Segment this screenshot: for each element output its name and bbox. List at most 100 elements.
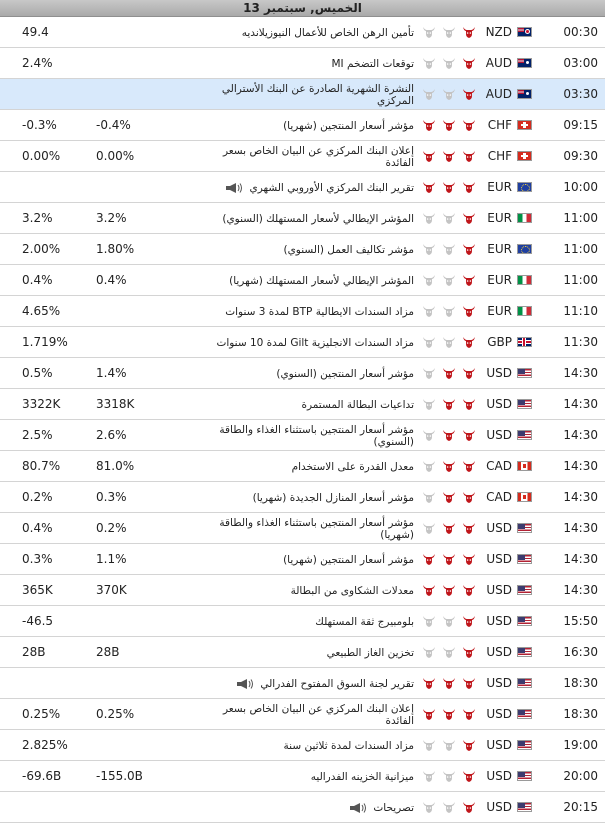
bull-icon xyxy=(422,25,436,39)
event-time: 18:30 xyxy=(563,676,598,690)
previous-value: 0.00% xyxy=(96,149,135,163)
event-name-text: مؤشر أسعار المنتجين باستثناء الغذاء والط… xyxy=(219,516,414,541)
usd-flag-icon xyxy=(517,802,532,812)
actual-value: 365K xyxy=(22,583,53,597)
table-row[interactable]: 11:30 GBP مزاد السندات الانجليزية Gilt لمد… xyxy=(0,327,605,358)
bull-icon xyxy=(442,335,456,349)
currency-code: USD xyxy=(486,614,512,628)
bull-icon xyxy=(442,707,456,721)
bull-icon xyxy=(442,490,456,504)
event-time: 03:30 xyxy=(563,87,598,101)
impact-indicator xyxy=(420,490,476,504)
event-name[interactable]: تقرير البنك المركزي الأوروبي الشهري xyxy=(200,172,414,203)
event-name[interactable]: تصريحات xyxy=(200,792,414,823)
event-name[interactable]: المؤشر الإيطالي لأسعار المستهلك (شهريا) xyxy=(200,265,414,296)
speech-icon xyxy=(236,678,254,690)
impact-indicator xyxy=(420,87,476,101)
table-row[interactable]: 14:30 USD مؤشر أسعار المنتجين (شهريا) 1.1% 0… xyxy=(0,544,605,575)
impact-indicator xyxy=(420,149,476,163)
bull-icon xyxy=(422,707,436,721)
bull-icon xyxy=(462,521,476,535)
table-row[interactable]: 11:00 EUR المؤشر الإيطالي لأسعار المستهلك … xyxy=(0,203,605,234)
event-name[interactable]: تأمين الرهن الخاص للأعمال النيوزيلانديه xyxy=(200,17,414,48)
table-row[interactable]: 10:00 EUR تقرير البنك المركزي الأوروبي الش… xyxy=(0,172,605,203)
previous-value xyxy=(96,296,186,327)
event-name[interactable]: مؤشر أسعار المنتجين باستثناء الغذاء والط… xyxy=(200,420,414,451)
actual-value xyxy=(22,172,96,203)
table-row[interactable]: 15:50 USD بلومبيرج ثقة المستهلك -46.5 xyxy=(0,606,605,637)
event-name-text: تصريحات xyxy=(373,801,414,814)
event-name[interactable]: بلومبيرج ثقة المستهلك xyxy=(200,606,414,637)
ita-flag-icon xyxy=(517,306,532,316)
currency-code: GBP xyxy=(487,335,512,349)
event-name-text: توقعات التضخم MI xyxy=(331,57,414,70)
event-name[interactable]: معدل القدرة على الاستخدام xyxy=(200,451,414,482)
event-time: 19:00 xyxy=(563,738,598,752)
table-row[interactable]: 09:30 CHF إعلان البنك المركزي عن البيان ال… xyxy=(0,141,605,172)
usd-flag-icon xyxy=(517,771,532,781)
event-time: 11:00 xyxy=(563,242,598,256)
table-row[interactable]: 14:30 USD مؤشر أسعار المنتجين باستثناء الغ… xyxy=(0,420,605,451)
table-row[interactable]: 16:30 USD تخزين الغاز الطبيعي 28B 28B xyxy=(0,637,605,668)
previous-value: 3.2% xyxy=(96,211,127,225)
event-time: 11:30 xyxy=(563,335,598,349)
event-name[interactable]: إعلان البنك المركزي عن البيان الخاص بسعر… xyxy=(200,141,414,172)
table-row[interactable]: 03:30 AUD النشرة الشهرية الصادرة عن البنك … xyxy=(0,79,605,110)
event-name[interactable]: مزاد السندات الايطالية BTP لمدة 3 سنوات xyxy=(200,296,414,327)
table-row[interactable]: 14:30 CAD معدل القدرة على الاستخدام 81.0% 80… xyxy=(0,451,605,482)
usd-flag-icon xyxy=(517,399,532,409)
table-row[interactable]: 18:30 USD إعلان البنك المركزي عن البيان ال… xyxy=(0,699,605,730)
event-name[interactable]: مؤشر أسعار المنتجين (شهريا) xyxy=(200,110,414,141)
event-name[interactable]: ميزانية الخزينه الفدراليه xyxy=(200,761,414,792)
event-name[interactable]: إعلان البنك المركزي عن البيان الخاص بسعر… xyxy=(200,699,414,730)
table-row[interactable]: 00:30 NZD تأمين الرهن الخاص للأعمال النيوز… xyxy=(0,17,605,48)
event-name[interactable]: مؤشر أسعار المنتجين (شهريا) xyxy=(200,544,414,575)
table-row[interactable]: 20:15 USD تصريحات xyxy=(0,792,605,823)
event-name[interactable]: مؤشر تكاليف العمل (السنوي) xyxy=(200,234,414,265)
table-row[interactable]: 14:30 USD تداعيات البطالة المستمرة 3318K 332… xyxy=(0,389,605,420)
table-row[interactable]: 09:15 CHF مؤشر أسعار المنتجين (شهريا) -0.4%… xyxy=(0,110,605,141)
chf-flag-icon xyxy=(517,120,532,130)
event-name-text: تداعيات البطالة المستمرة xyxy=(301,398,414,411)
event-name[interactable]: المؤشر الإيطالي لأسعار المستهلك (السنوي) xyxy=(200,203,414,234)
table-row[interactable]: 14:30 USD مؤشر أسعار المنتجين باستثناء الغ… xyxy=(0,513,605,544)
table-row[interactable]: 19:00 USD مزاد السندات لمدة ثلاثين سنة 2.82… xyxy=(0,730,605,761)
event-name[interactable]: تداعيات البطالة المستمرة xyxy=(200,389,414,420)
event-time: 14:30 xyxy=(563,459,598,473)
table-row[interactable]: 14:30 CAD مؤشر أسعار المنازل الجديدة (شهري… xyxy=(0,482,605,513)
event-name[interactable]: مزاد السندات لمدة ثلاثين سنة xyxy=(200,730,414,761)
currency-code: EUR xyxy=(487,242,512,256)
event-name-text: إعلان البنك المركزي عن البيان الخاص بسعر… xyxy=(222,144,414,169)
table-row[interactable]: 14:30 USD مؤشر أسعار المنتجين (السنوي) 1.4%… xyxy=(0,358,605,389)
actual-value: 2.825% xyxy=(22,738,68,752)
event-name[interactable]: مؤشر أسعار المنتجين (السنوي) xyxy=(200,358,414,389)
actual-value: 3.2% xyxy=(22,211,53,225)
usd-flag-icon xyxy=(517,740,532,750)
event-name[interactable]: مؤشر أسعار المنازل الجديدة (شهريا) xyxy=(200,482,414,513)
previous-value: 2.6% xyxy=(96,428,127,442)
table-row[interactable]: 14:30 USD معدلات الشكاوى من البطالة 370K 365… xyxy=(0,575,605,606)
event-time: 15:50 xyxy=(563,614,598,628)
event-name-text: تأمين الرهن الخاص للأعمال النيوزيلانديه xyxy=(241,26,414,39)
event-name[interactable]: تقرير لجنة السوق المفتوح الفدرالي xyxy=(200,668,414,699)
event-name[interactable]: النشرة الشهرية الصادرة عن البنك الأسترال… xyxy=(200,79,414,110)
table-row[interactable]: 11:10 EUR مزاد السندات الايطالية BTP لمدة … xyxy=(0,296,605,327)
event-name-text: تقرير لجنة السوق المفتوح الفدرالي xyxy=(260,677,414,690)
table-row[interactable]: 11:00 EUR المؤشر الإيطالي لأسعار المستهلك … xyxy=(0,265,605,296)
event-name[interactable]: تخزين الغاز الطبيعي xyxy=(200,637,414,668)
previous-value xyxy=(96,668,186,699)
currency-code: CAD xyxy=(486,490,512,504)
table-row[interactable]: 20:00 USD ميزانية الخزينه الفدراليه -155.0B… xyxy=(0,761,605,792)
table-row[interactable]: 03:00 AUD توقعات التضخم MI 2.4% xyxy=(0,48,605,79)
event-name[interactable]: مزاد السندات الانجليزية Gilt لمدة 10 سنو… xyxy=(200,327,414,358)
bull-icon xyxy=(442,273,456,287)
table-row[interactable]: 11:00 EUR مؤشر تكاليف العمل (السنوي) 1.80% 2… xyxy=(0,234,605,265)
table-row[interactable]: 18:30 USD تقرير لجنة السوق المفتوح الفدرال… xyxy=(0,668,605,699)
event-name-text: تقرير البنك المركزي الأوروبي الشهري xyxy=(249,181,414,194)
event-name[interactable]: مؤشر أسعار المنتجين باستثناء الغذاء والط… xyxy=(200,513,414,544)
event-name-text: معدل القدرة على الاستخدام xyxy=(291,460,414,473)
event-name-text: النشرة الشهرية الصادرة عن البنك الأسترال… xyxy=(221,82,414,107)
event-name[interactable]: توقعات التضخم MI xyxy=(200,48,414,79)
event-name[interactable]: معدلات الشكاوى من البطالة xyxy=(200,575,414,606)
currency-code: EUR xyxy=(487,211,512,225)
